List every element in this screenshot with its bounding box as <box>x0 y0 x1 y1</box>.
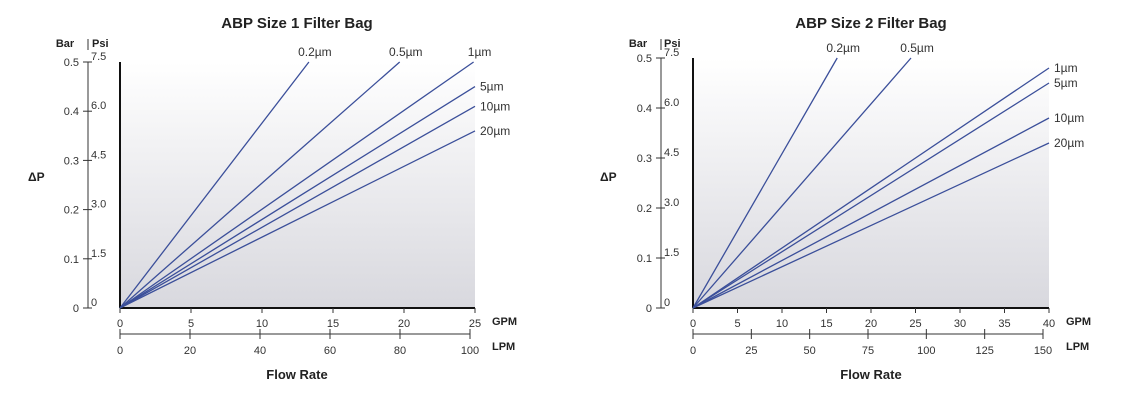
chart-title: ABP Size 1 Filter Bag <box>221 15 372 32</box>
series-line-3 <box>692 82 1050 309</box>
gpm-tick-label: 10 <box>776 318 788 330</box>
psi-tick-label: 6.0 <box>91 100 106 112</box>
gpm-tick-label: 5 <box>188 318 194 330</box>
bar-tick-label: 0.4 <box>637 103 652 115</box>
series-label: 10µm <box>1054 111 1084 125</box>
series-line-0 <box>692 57 838 309</box>
lpm-tick-label: 25 <box>745 345 757 357</box>
psi-tick-label: 3.0 <box>91 199 106 211</box>
bar-tick-label: 0.5 <box>637 53 652 65</box>
psi-unit-label: Psi <box>664 38 681 50</box>
lpm-tick-label: 50 <box>804 345 816 357</box>
series-label: 1µm <box>468 45 492 59</box>
series-label: 1µm <box>1054 61 1078 75</box>
gpm-tick-label: 15 <box>820 318 832 330</box>
lpm-tick-label: 150 <box>1034 345 1052 357</box>
series-label: 10µm <box>480 99 510 113</box>
psi-tick-label: 4.5 <box>664 147 679 159</box>
lpm-tick-label: 0 <box>690 345 696 357</box>
series-line-2 <box>692 67 1050 309</box>
series-label: 5µm <box>1054 76 1078 90</box>
psi-tick-label: 3.0 <box>664 197 679 209</box>
gpm-tick-label: 20 <box>865 318 877 330</box>
y-axis-label: ΔP <box>28 170 45 184</box>
gpm-tick-label: 10 <box>256 318 268 330</box>
gpm-tick-label: 25 <box>469 318 481 330</box>
gpm-tick-label: 40 <box>1043 318 1055 330</box>
series-line-5 <box>119 130 476 309</box>
lpm-tick-label: 0 <box>117 345 123 357</box>
series-label: 5µm <box>480 80 504 94</box>
bar-tick-label: 0.3 <box>637 153 652 165</box>
bar-tick-label: 0.4 <box>64 106 79 118</box>
bar-unit-label: Bar <box>629 38 648 50</box>
series-line-4 <box>119 105 476 309</box>
gpm-tick-label: 5 <box>734 318 740 330</box>
series-label: 0.2µm <box>298 45 332 59</box>
bar-unit-label: Bar <box>56 38 75 50</box>
psi-tick-label: 1.5 <box>91 248 106 260</box>
lpm-tick-label: 20 <box>184 345 196 357</box>
psi-unit-label: Psi <box>92 38 109 50</box>
psi-tick-label: 0 <box>91 297 97 309</box>
x-axis-label: Flow Rate <box>266 367 327 382</box>
gpm-unit-label: GPM <box>492 316 517 328</box>
series-line-0 <box>119 61 310 309</box>
gpm-tick-label: 15 <box>327 318 339 330</box>
gpm-tick-label: 25 <box>909 318 921 330</box>
series-line-4 <box>692 117 1050 309</box>
lpm-tick-label: 60 <box>324 345 336 357</box>
gpm-tick-label: 0 <box>117 318 123 330</box>
series-label: 0.5µm <box>900 41 934 55</box>
gpm-tick-label: 20 <box>398 318 410 330</box>
bar-tick-label: 0.2 <box>64 205 79 217</box>
lpm-unit-label: LPM <box>1066 341 1089 353</box>
psi-tick-label: 1.5 <box>664 247 679 259</box>
lpm-tick-label: 40 <box>254 345 266 357</box>
bar-tick-label: 0.1 <box>637 253 652 265</box>
series-line-3 <box>119 86 476 309</box>
bar-tick-label: 0.2 <box>637 203 652 215</box>
series-label: 0.2µm <box>826 41 860 55</box>
series-line-5 <box>692 142 1050 309</box>
lpm-tick-label: 100 <box>917 345 935 357</box>
series-label: 0.5µm <box>389 45 423 59</box>
psi-tick-label: 6.0 <box>664 97 679 109</box>
bar-tick-label: 0 <box>646 303 652 315</box>
x-axis-label: Flow Rate <box>840 367 901 382</box>
chart-title: ABP Size 2 Filter Bag <box>795 15 946 32</box>
psi-tick-label: 4.5 <box>91 149 106 161</box>
lpm-tick-label: 100 <box>461 345 479 357</box>
bar-tick-label: 0.1 <box>64 254 79 266</box>
gpm-tick-label: 35 <box>998 318 1010 330</box>
psi-tick-label: 7.5 <box>664 47 679 59</box>
lpm-tick-label: 75 <box>862 345 874 357</box>
y-axis-label: ΔP <box>600 170 617 184</box>
psi-tick-label: 7.5 <box>91 51 106 63</box>
gpm-tick-label: 30 <box>954 318 966 330</box>
bar-tick-label: 0.3 <box>64 155 79 167</box>
lpm-tick-label: 80 <box>394 345 406 357</box>
bar-tick-label: 0.5 <box>64 57 79 69</box>
gpm-tick-label: 0 <box>690 318 696 330</box>
psi-tick-label: 0 <box>664 297 670 309</box>
gpm-unit-label: GPM <box>1066 316 1091 328</box>
series-line-1 <box>119 61 401 309</box>
lpm-tick-label: 125 <box>975 345 993 357</box>
series-line-2 <box>119 61 474 309</box>
bar-tick-label: 0 <box>73 303 79 315</box>
series-label: 20µm <box>1054 136 1084 150</box>
series-line-1 <box>692 57 912 309</box>
series-label: 20µm <box>480 124 510 138</box>
plot-area <box>693 58 1049 308</box>
lpm-unit-label: LPM <box>492 341 515 353</box>
